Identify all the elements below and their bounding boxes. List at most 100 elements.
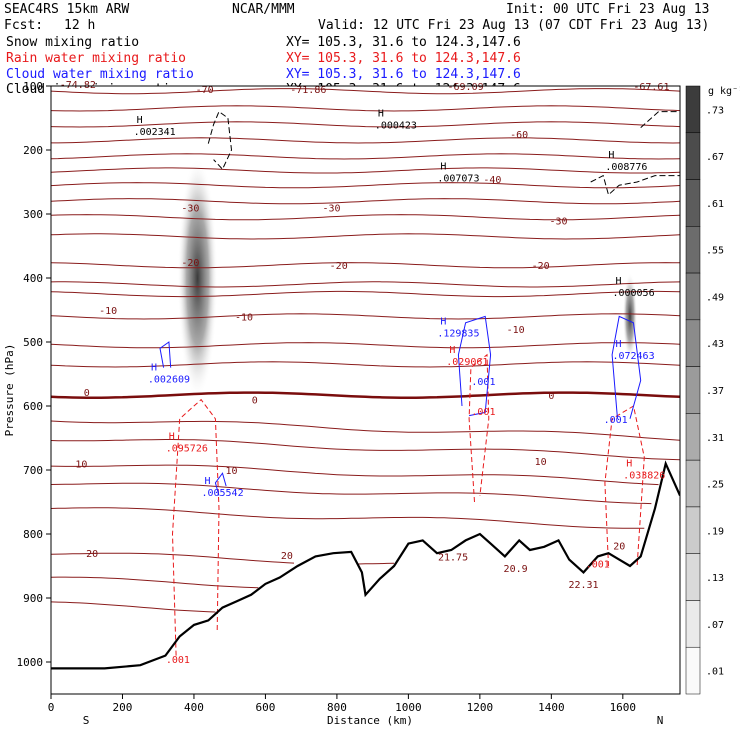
colorbar-swatch xyxy=(685,506,701,554)
model-title: SEAC4RS 15km ARW xyxy=(4,2,129,17)
colorbar-label: .55 xyxy=(706,246,724,257)
hydrometeor-contours xyxy=(159,110,680,656)
colorbar-unit: g kg⁻¹ xyxy=(708,86,740,97)
cloud-water-contour xyxy=(611,315,642,419)
value-annotation: .001 xyxy=(166,655,190,666)
value-annotation: .000056 xyxy=(612,288,654,299)
value-annotation: .002341 xyxy=(134,127,176,138)
x-tick-label: 400 xyxy=(184,701,204,714)
x-tick-label: 200 xyxy=(113,701,133,714)
colorbar-swatch xyxy=(685,85,701,134)
isotherm-label: 0 xyxy=(548,391,554,402)
colorbar-label: .43 xyxy=(706,339,724,350)
x-end-label-north: N xyxy=(657,714,664,727)
isotherm--20 xyxy=(51,262,680,269)
isotherm-minor xyxy=(51,482,652,505)
isotherm-minor xyxy=(51,167,680,174)
colorbar-swatch xyxy=(685,226,701,274)
x-tick-label: 1400 xyxy=(538,701,565,714)
value-annotation: 10 xyxy=(225,466,237,477)
terrain-profile xyxy=(51,460,680,670)
fcst-value: 12 h xyxy=(64,18,95,33)
y-axis-label: Pressure (hPa) xyxy=(3,344,16,437)
isotherm-label: -30 xyxy=(181,204,199,215)
value-annotation: .095726 xyxy=(166,444,208,455)
isotherm-label: -30 xyxy=(549,216,567,227)
cloud-water-contour xyxy=(457,315,492,417)
isotherm-label: 20 xyxy=(86,549,98,560)
y-tick-label: 1000 xyxy=(17,656,44,669)
isotherm-minor xyxy=(51,198,680,205)
colorbar-label: .73 xyxy=(706,105,724,116)
org-title: NCAR/MMM xyxy=(232,2,295,17)
high-marker: H xyxy=(137,115,143,126)
y-tick-label: 900 xyxy=(23,592,43,605)
colorbar-swatch xyxy=(685,413,701,461)
isotherm-label: -70 xyxy=(196,85,214,96)
field-xy-rain: XY= 105.3, 31.6 to 124.3,147.6 xyxy=(286,51,521,66)
colorbar-swatch xyxy=(685,600,701,648)
colorbar-swatch xyxy=(685,132,701,180)
high-marker: H xyxy=(440,162,446,173)
colorbar-swatch xyxy=(685,646,701,695)
colorbar-label: .37 xyxy=(706,386,724,397)
y-tick-label: 600 xyxy=(23,400,43,413)
isotherm-label: 10 xyxy=(75,460,87,471)
colorbar-label: .67 xyxy=(706,152,724,163)
snow-shading xyxy=(177,157,638,399)
isotherm-label: -60 xyxy=(510,130,528,141)
isotherm-minor xyxy=(51,342,680,349)
isotherm-label: 20 xyxy=(281,551,293,562)
isotherm--10 xyxy=(51,313,680,320)
colorbar-swatch xyxy=(685,553,701,601)
colorbar-swatch xyxy=(685,179,701,227)
fcst-label: Fcst: xyxy=(4,18,43,33)
isotherm-minor xyxy=(51,507,645,529)
colorbar: .73 .67 .61 .55 .49 .43 .37 .31 .25 .19 .13 .07 .01 xyxy=(685,85,724,695)
y-tick-label: 500 xyxy=(23,336,43,349)
colorbar-label: .01 xyxy=(706,667,724,678)
high-marker: H xyxy=(616,339,622,350)
field-name-snow: Snow mixing ratio xyxy=(6,35,139,50)
isotherm-label: -71.86 xyxy=(290,85,326,96)
isotherm--70 xyxy=(51,88,680,95)
value-annotation: 20.9 xyxy=(504,564,528,575)
isotherm-label: -10 xyxy=(507,325,525,336)
temperature-contours xyxy=(51,88,680,613)
isotherm-label: -10 xyxy=(99,306,117,317)
isotherm-label: -69.09 xyxy=(448,82,484,93)
isotherm-minor xyxy=(51,361,680,368)
isotherm-label: -20 xyxy=(330,261,348,272)
isotherm--60 xyxy=(51,121,680,128)
snow-plume xyxy=(622,272,638,360)
value-annotation: .033826 xyxy=(623,470,665,481)
isotherm-minor xyxy=(51,137,680,144)
isotherm-minor xyxy=(51,439,680,461)
y-tick-label: 700 xyxy=(23,464,43,477)
colorbar-label: .13 xyxy=(706,573,724,584)
value-annotation: 21.75 xyxy=(438,552,468,563)
colorbar-swatch xyxy=(685,459,701,508)
cloud-water-contour xyxy=(214,472,227,496)
valid-time: Valid: 12 UTC Fri 23 Aug 13 (07 CDT Fri … xyxy=(318,18,709,33)
high-marker: H xyxy=(449,345,455,356)
colorbar-label: .07 xyxy=(706,620,724,631)
value-annotation: .008776 xyxy=(605,162,647,173)
x-axis-label: Distance (km) xyxy=(327,714,413,727)
isotherm-20 xyxy=(51,552,395,565)
value-annotation: .001 xyxy=(604,415,628,426)
y-tick-label: 300 xyxy=(23,208,43,221)
isotherm-minor xyxy=(51,420,680,441)
value-annotation: .000423 xyxy=(375,120,417,131)
y-tick-label: 100 xyxy=(23,80,43,93)
value-annotation: 20 xyxy=(613,542,625,553)
field-name-cloud-water: Cloud water mixing ratio xyxy=(6,67,194,82)
rain-contour xyxy=(604,405,645,567)
isotherm-minor xyxy=(51,601,216,613)
high-marker: H xyxy=(169,432,175,443)
x-tick-label: 1200 xyxy=(467,701,494,714)
rain-contour xyxy=(171,398,220,656)
isotherm-label: -20 xyxy=(532,261,550,272)
isotherm-label: 0 xyxy=(252,396,258,407)
